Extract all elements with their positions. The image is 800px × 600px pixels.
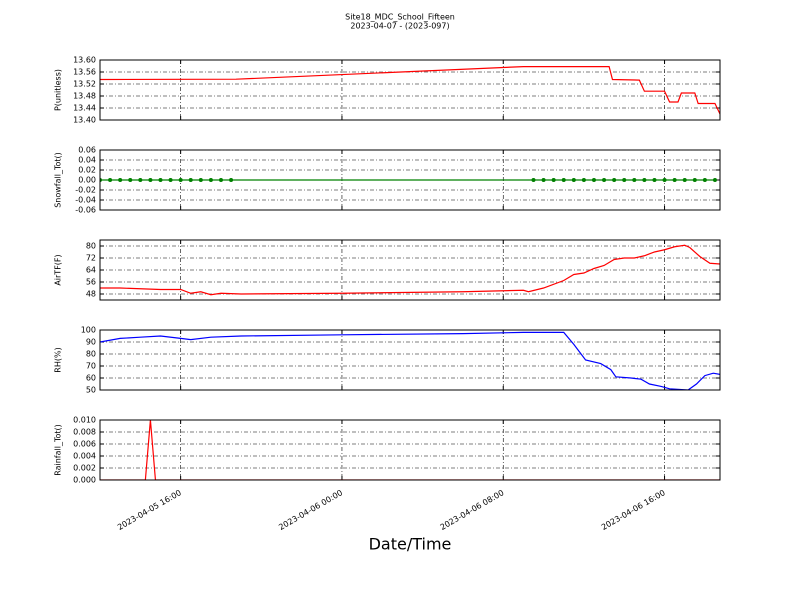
data-point <box>712 178 717 182</box>
y-axis-label: AirTF(F) <box>54 254 63 285</box>
data-point <box>158 178 163 182</box>
data-point <box>662 178 667 182</box>
figure-subtitle: 2023-04-07 - (2023-097) <box>350 22 449 31</box>
data-point <box>642 178 647 182</box>
x-axis-label: Date/Time <box>369 535 452 554</box>
axes-frame <box>99 59 721 121</box>
y-tick-label: 56 <box>86 278 96 287</box>
data-point <box>208 178 213 182</box>
y-tick-label: 13.60 <box>73 56 96 65</box>
data-point <box>218 178 223 182</box>
data-point <box>702 178 707 182</box>
y-tick-label: 0.010 <box>73 416 96 425</box>
y-tick-label: 13.52 <box>73 80 96 89</box>
data-point <box>188 178 193 182</box>
data-point <box>531 178 536 182</box>
y-tick-label: 0.000 <box>73 476 96 485</box>
y-tick-label: 13.44 <box>73 104 96 113</box>
y-axis-label: Rainfall_Tot() <box>54 424 63 476</box>
y-tick-label: -0.02 <box>75 186 96 195</box>
y-tick-label: 50 <box>86 386 96 395</box>
data-point <box>551 178 556 182</box>
data-point <box>148 178 153 182</box>
y-tick-label: 90 <box>86 338 96 347</box>
axes-frame <box>99 419 721 481</box>
data-line <box>100 66 720 115</box>
y-tick-label: 0.06 <box>78 146 96 155</box>
plot-area <box>100 66 720 115</box>
data-point <box>622 178 627 182</box>
axes-frame <box>99 149 721 211</box>
y-tick-label: 0.04 <box>78 156 96 165</box>
data-point <box>108 178 113 182</box>
y-tick-label: -0.04 <box>75 196 96 205</box>
data-point <box>571 178 576 182</box>
y-tick-label: 13.48 <box>73 92 96 101</box>
data-point <box>591 178 596 182</box>
plot-area <box>100 244 720 296</box>
y-tick-label: 72 <box>86 254 96 263</box>
data-point <box>229 178 234 182</box>
data-point <box>602 178 607 182</box>
y-tick-label: 80 <box>86 242 96 251</box>
axes-frame <box>99 239 721 301</box>
data-point <box>692 178 697 182</box>
y-axis-label: P(unitless) <box>54 69 63 111</box>
data-point <box>198 178 203 182</box>
y-tick-label: 64 <box>86 266 96 275</box>
y-tick-label: 0.002 <box>73 464 96 473</box>
data-point <box>581 178 586 182</box>
y-axis-label: Snowfall_Tot() <box>54 152 63 208</box>
y-tick-label: 60 <box>86 374 96 383</box>
axes-frame <box>99 329 721 391</box>
data-point <box>128 178 133 182</box>
y-tick-label: 13.56 <box>73 68 96 77</box>
data-point <box>682 178 687 182</box>
data-point <box>652 178 657 182</box>
data-line <box>100 244 720 296</box>
data-point <box>541 178 546 182</box>
y-tick-label: 0.006 <box>73 440 96 449</box>
plot-area <box>100 178 717 182</box>
y-tick-label: 13.40 <box>73 116 96 125</box>
data-point <box>612 178 617 182</box>
y-tick-label: 0.008 <box>73 428 96 437</box>
data-point <box>632 178 637 182</box>
data-point <box>178 178 183 182</box>
y-tick-label: -0.06 <box>75 206 96 215</box>
y-tick-label: 0.004 <box>73 452 96 461</box>
data-point <box>672 178 677 182</box>
y-tick-label: 100 <box>81 326 96 335</box>
y-tick-label: 70 <box>86 362 96 371</box>
y-tick-label: 0.02 <box>78 166 96 175</box>
y-tick-label: 48 <box>86 290 96 299</box>
y-tick-label: 0.00 <box>78 176 96 185</box>
data-point <box>118 178 123 182</box>
y-tick-label: 80 <box>86 350 96 359</box>
y-axis-label: RH(%) <box>54 347 63 372</box>
data-point <box>138 178 143 182</box>
data-point <box>168 178 173 182</box>
data-point <box>561 178 566 182</box>
figure-title: Site18_MDC_School_Fifteen <box>345 13 455 22</box>
